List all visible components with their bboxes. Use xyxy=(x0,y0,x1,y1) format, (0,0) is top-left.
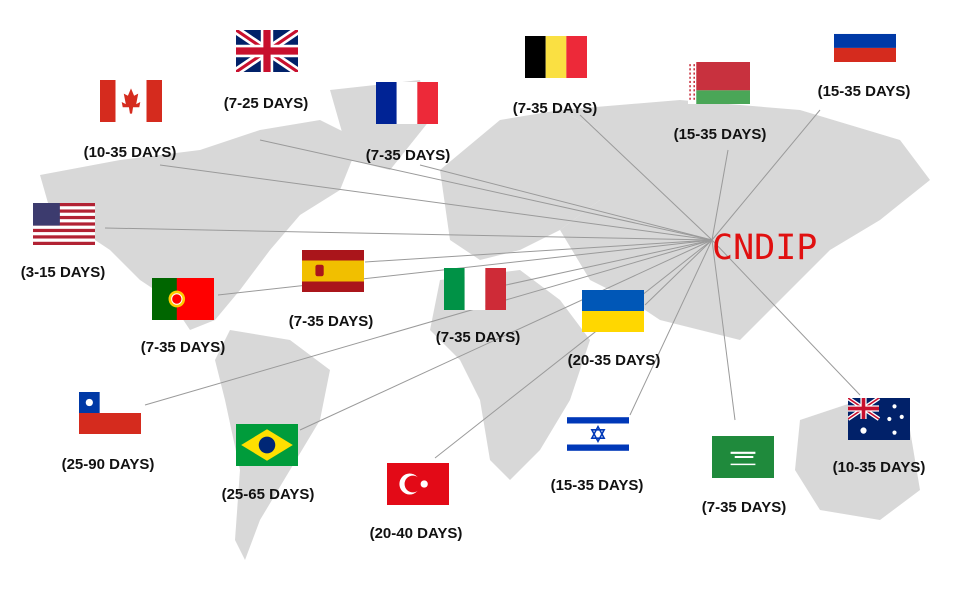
france-flag-icon xyxy=(376,82,438,124)
delivery-time-label: (10-35 DAYS) xyxy=(83,144,177,161)
europe xyxy=(440,110,600,260)
belarus-flag-icon xyxy=(688,62,750,104)
delivery-time-label: (25-65 DAYS) xyxy=(221,486,315,503)
route-line xyxy=(144,239,713,406)
route-line xyxy=(104,227,713,241)
spain-flag-icon xyxy=(302,250,364,292)
delivery-time-label: (15-35 DAYS) xyxy=(817,83,911,100)
route-line xyxy=(364,239,713,263)
delivery-time-label: (7-35 DAYS) xyxy=(288,313,374,330)
delivery-time-label: (25-90 DAYS) xyxy=(61,456,155,473)
route-line xyxy=(711,239,861,396)
route-line xyxy=(629,239,713,416)
route-line xyxy=(644,239,713,306)
hub-label: CNDIP xyxy=(712,228,818,268)
italy-flag-icon xyxy=(444,268,506,310)
delivery-time-label: (7-35 DAYS) xyxy=(512,100,598,117)
uk-flag-icon xyxy=(236,30,298,72)
usa-flag-icon xyxy=(33,203,95,245)
delivery-time-label: (7-35 DAYS) xyxy=(365,147,451,164)
route-line xyxy=(579,114,713,241)
israel-flag-icon xyxy=(567,413,629,455)
route-line xyxy=(299,239,713,431)
africa xyxy=(430,270,590,480)
delivery-time-label: (15-35 DAYS) xyxy=(550,477,644,494)
russia-flag-icon xyxy=(834,20,896,62)
continents xyxy=(40,80,930,560)
route-line xyxy=(711,109,821,241)
portugal-flag-icon xyxy=(152,278,214,320)
delivery-time-label: (7-35 DAYS) xyxy=(435,329,521,346)
route-line xyxy=(159,164,713,241)
asia xyxy=(560,100,930,340)
route-line xyxy=(711,149,729,241)
delivery-time-label: (7-25 DAYS) xyxy=(223,95,309,112)
chile-flag-icon xyxy=(79,392,141,434)
route-line xyxy=(259,139,713,241)
route-line xyxy=(434,239,713,459)
route-line xyxy=(711,239,736,421)
north-america xyxy=(40,120,360,330)
delivery-time-label: (15-35 DAYS) xyxy=(673,126,767,143)
ukraine-flag-icon xyxy=(582,290,644,332)
route-lines xyxy=(104,109,861,459)
canada-flag-icon xyxy=(100,80,162,122)
delivery-time-label: (7-35 DAYS) xyxy=(701,499,787,516)
turkey-flag-icon xyxy=(387,463,449,505)
delivery-time-label: (20-35 DAYS) xyxy=(567,352,661,369)
australia-flag-icon xyxy=(848,398,910,440)
route-line xyxy=(419,164,713,241)
delivery-time-label: (3-15 DAYS) xyxy=(20,264,106,281)
route-line xyxy=(217,239,713,296)
delivery-time-label: (20-40 DAYS) xyxy=(369,525,463,542)
brazil-flag-icon xyxy=(236,424,298,466)
belgium-flag-icon xyxy=(525,36,587,78)
delivery-time-label: (10-35 DAYS) xyxy=(832,459,926,476)
route-line xyxy=(505,239,713,286)
saudi-flag-icon xyxy=(712,436,774,478)
delivery-time-label: (7-35 DAYS) xyxy=(140,339,226,356)
